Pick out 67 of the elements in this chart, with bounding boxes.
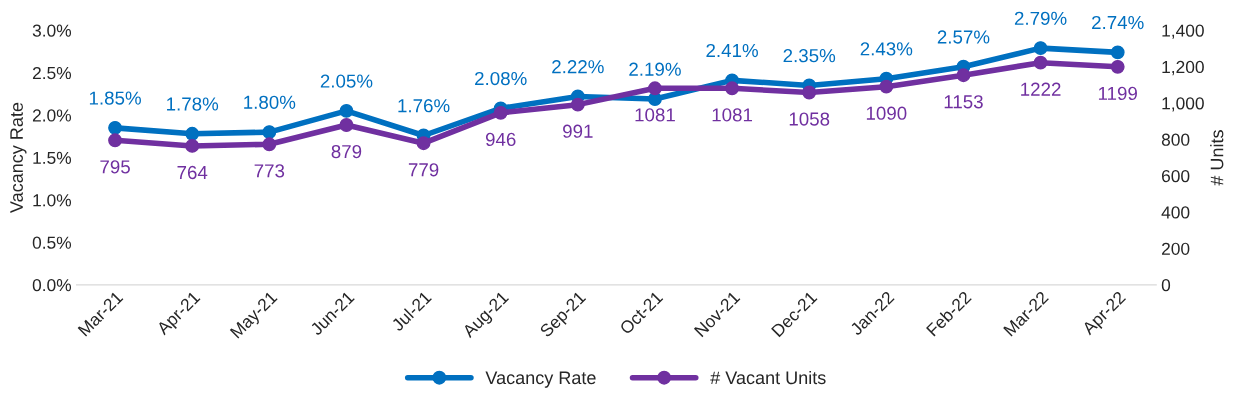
data-label: 2.35% bbox=[783, 49, 836, 63]
data-label: 1153 bbox=[944, 95, 983, 109]
data-label: 1222 bbox=[1021, 82, 1061, 96]
y2-tick-label: 800 bbox=[1161, 133, 1190, 146]
data-label: 764 bbox=[177, 165, 208, 180]
data-label: 773 bbox=[254, 164, 285, 178]
y-tick-label: 2.5% bbox=[32, 66, 72, 80]
data-label: 2.74% bbox=[1092, 15, 1144, 30]
y-tick-label: 1.0% bbox=[33, 194, 72, 207]
y-tick-label: 0.0% bbox=[32, 278, 72, 292]
point bbox=[879, 79, 894, 94]
y-tick-label: 2.0% bbox=[32, 109, 72, 122]
y-tick-label: 0.5% bbox=[32, 236, 72, 249]
point bbox=[1110, 45, 1125, 60]
data-label: 1090 bbox=[866, 106, 907, 120]
point bbox=[185, 126, 200, 141]
point bbox=[339, 103, 354, 118]
point bbox=[1033, 55, 1048, 70]
legend-label: Vacancy Rate bbox=[485, 371, 596, 388]
point bbox=[570, 97, 585, 112]
point bbox=[956, 68, 971, 83]
y2-axis-title: # Units bbox=[1210, 130, 1224, 186]
data-label: 1081 bbox=[635, 108, 675, 122]
data-label: 2.79% bbox=[1014, 11, 1067, 25]
data-label: 1.85% bbox=[89, 91, 141, 105]
y-axis-title: Vacancy Rate bbox=[10, 102, 27, 214]
data-label: 2.22% bbox=[552, 60, 604, 74]
y2-tick-label: 600 bbox=[1162, 169, 1190, 183]
point bbox=[339, 118, 354, 132]
data-label: 1199 bbox=[1098, 86, 1137, 101]
data-label: 2.05% bbox=[320, 74, 373, 88]
data-label: 2.43% bbox=[860, 42, 913, 56]
data-label: 795 bbox=[100, 160, 130, 174]
data-label: 779 bbox=[408, 163, 439, 177]
data-label: 991 bbox=[563, 124, 593, 138]
point bbox=[802, 85, 817, 100]
data-label: 2.08% bbox=[475, 71, 527, 86]
point bbox=[262, 137, 277, 152]
point bbox=[1110, 59, 1125, 74]
data-label: 2.57% bbox=[937, 30, 990, 44]
data-label: 1058 bbox=[789, 112, 830, 126]
y-tick-label: 1.5% bbox=[33, 151, 72, 165]
y2-tick-label: 1,000 bbox=[1162, 97, 1204, 112]
data-label: 1.76% bbox=[398, 99, 450, 113]
data-label: 2.19% bbox=[629, 62, 681, 76]
point bbox=[416, 136, 431, 151]
point bbox=[262, 125, 277, 140]
point bbox=[185, 138, 200, 153]
point bbox=[108, 120, 123, 135]
y2-tick-label: 0 bbox=[1161, 278, 1171, 292]
data-label: 1081 bbox=[712, 108, 753, 122]
data-label: 2.41% bbox=[706, 43, 758, 58]
point bbox=[725, 81, 740, 96]
data-label: 1.80% bbox=[244, 95, 296, 109]
point bbox=[648, 81, 662, 96]
y2-tick-label: 1,400 bbox=[1162, 24, 1204, 39]
data-label: 946 bbox=[485, 132, 516, 147]
y2-tick-label: 1,200 bbox=[1162, 60, 1204, 76]
y2-tick-label: 200 bbox=[1161, 242, 1190, 255]
point bbox=[1033, 41, 1048, 56]
legend-label: # Vacant Units bbox=[710, 370, 826, 385]
y2-tick-label: 400 bbox=[1161, 206, 1190, 219]
data-label: 879 bbox=[331, 144, 362, 159]
data-label: 1.78% bbox=[167, 97, 219, 111]
point bbox=[493, 105, 508, 120]
y-tick-label: 3.0% bbox=[32, 24, 72, 37]
point bbox=[108, 133, 123, 148]
